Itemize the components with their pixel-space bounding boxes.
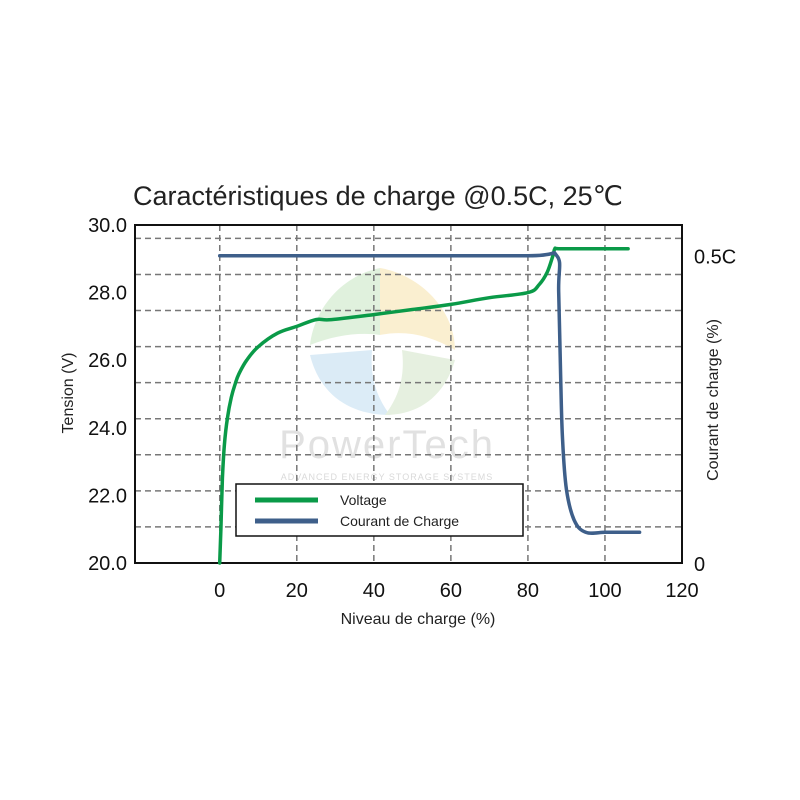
y-left-tick-label-2: 24.0 — [88, 418, 127, 440]
series-group — [217, 246, 642, 565]
watermark-tagline: ADVANCED ENERGY STORAGE SYSTEMS — [281, 472, 494, 482]
plot-frame — [134, 224, 683, 564]
y-right-tick-label-0: 0 — [694, 554, 705, 576]
legend: Voltage Courant de Charge — [235, 483, 524, 537]
watermark-logo-text: PowerTech — [279, 423, 495, 467]
legend-label-current: Courant de Charge — [340, 513, 459, 529]
x-tick-label-3: 60 — [440, 580, 462, 602]
watermark-logo-icon — [310, 268, 455, 415]
y-right-tick-label-1: 0.5C — [694, 247, 736, 269]
y-left-tick-label-5: 30.0 — [88, 215, 127, 237]
series-line-voltage — [217, 246, 630, 565]
x-tick-label-6: 120 — [665, 580, 698, 602]
y-right-tick-labels: 0 0.5C — [694, 247, 736, 576]
x-tick-labels: 0 20 40 60 80 100 120 — [214, 580, 699, 602]
y-left-tick-labels: 20.0 22.0 24.0 26.0 28.0 30.0 — [88, 215, 127, 575]
x-tick-label-5: 100 — [588, 580, 621, 602]
y-left-axis-label: Tension (V) — [60, 353, 77, 434]
x-axis-label: Niveau de charge (%) — [341, 611, 496, 628]
watermark: PowerTech ADVANCED ENERGY STORAGE SYSTEM… — [279, 268, 495, 482]
x-tick-label-0: 0 — [214, 580, 225, 602]
series-line-charge-current — [217, 251, 642, 536]
legend-label-voltage: Voltage — [340, 492, 387, 508]
chart-title: Caractéristiques de charge @0.5C, 25℃ — [133, 181, 623, 211]
x-tick-label-4: 80 — [517, 580, 539, 602]
y-left-tick-label-4: 28.0 — [88, 283, 127, 305]
x-tick-label-2: 40 — [363, 580, 385, 602]
y-left-tick-label-1: 22.0 — [88, 485, 127, 507]
y-left-tick-label-0: 20.0 — [88, 553, 127, 575]
x-tick-label-1: 20 — [286, 580, 308, 602]
y-right-axis-label: Courant de charge (%) — [705, 319, 722, 481]
y-left-tick-label-3: 26.0 — [88, 350, 127, 372]
legend-box — [235, 483, 524, 537]
